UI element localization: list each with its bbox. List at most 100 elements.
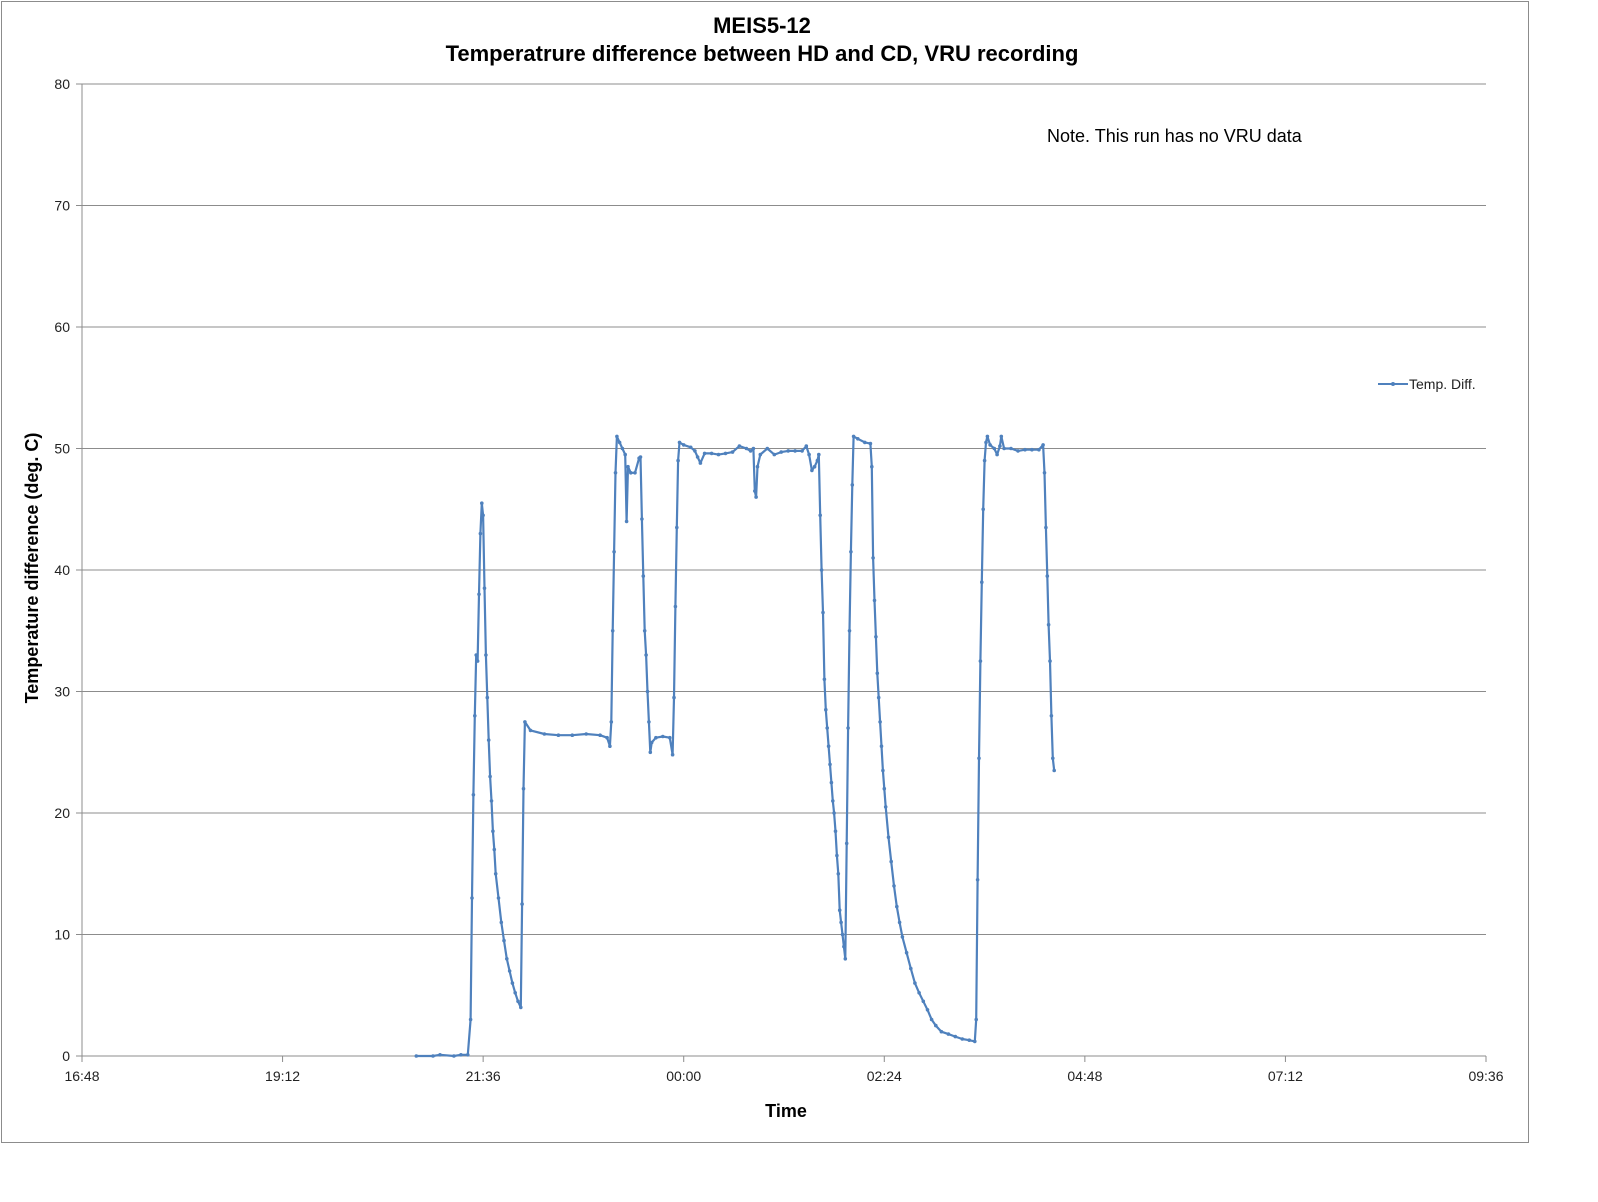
data-point: [819, 568, 824, 572]
data-point: [516, 999, 520, 1004]
y-tick-label: 0: [62, 1048, 70, 1064]
chart-subtitle: Temperatrure difference between HD and C…: [446, 41, 1079, 66]
data-point: [754, 495, 758, 499]
y-tick-label: 60: [54, 319, 70, 335]
data-point: [876, 695, 881, 700]
data-point: [642, 629, 647, 633]
data-point: [837, 908, 842, 912]
data-point: [641, 574, 646, 578]
y-tick-label: 40: [54, 562, 70, 578]
data-point: [672, 695, 676, 700]
data-point: [477, 592, 481, 597]
data-point: [688, 445, 693, 450]
data-point: [839, 920, 843, 925]
chart-annotation: Note. This run has no VRU data: [1047, 126, 1303, 146]
data-point: [670, 752, 675, 757]
data-point: [807, 452, 811, 457]
data-point: [883, 805, 888, 809]
data-point: [1037, 447, 1041, 452]
data-point: [755, 464, 760, 469]
data-point: [939, 1029, 944, 1034]
data-point: [648, 750, 653, 755]
data-point: [1051, 756, 1055, 761]
data-point: [851, 434, 856, 439]
data-point: [917, 991, 921, 995]
data-point: [748, 449, 753, 453]
data-point: [849, 550, 853, 554]
data-point: [751, 446, 756, 451]
data-point: [753, 489, 757, 493]
data-point: [438, 1053, 442, 1057]
data-point: [826, 744, 831, 748]
data-point: [1042, 471, 1047, 475]
data-point: [640, 517, 644, 521]
data-point: [913, 981, 917, 985]
legend: Temp. Diff.: [1378, 376, 1476, 392]
data-point: [613, 471, 618, 475]
data-point: [817, 452, 821, 457]
data-point: [978, 659, 983, 663]
data-point: [702, 451, 707, 456]
data-point: [847, 629, 852, 633]
data-point: [638, 455, 643, 459]
data-point: [977, 756, 981, 761]
data-point: [892, 884, 896, 888]
data-point: [466, 1053, 470, 1057]
data-point: [623, 452, 627, 457]
data-point: [1016, 449, 1020, 453]
data-point: [872, 598, 877, 603]
data-point: [1048, 659, 1052, 663]
data-point: [772, 452, 777, 457]
data-point: [812, 464, 817, 469]
data-point: [520, 902, 524, 906]
data-point: [624, 519, 629, 524]
data-point: [842, 944, 846, 949]
data-point: [980, 580, 984, 584]
data-point: [875, 671, 880, 676]
data-point: [505, 957, 509, 961]
data-point: [992, 446, 997, 451]
data-point: [478, 531, 483, 536]
data-point: [475, 659, 480, 663]
data-point: [452, 1054, 456, 1058]
data-point: [716, 452, 721, 457]
data-point: [523, 720, 527, 724]
data-point: [870, 464, 874, 469]
data-point: [677, 440, 682, 445]
data-point: [556, 733, 561, 737]
data-point: [946, 1032, 951, 1036]
data-point: [584, 732, 588, 736]
data-point: [960, 1037, 965, 1041]
data-point: [709, 451, 714, 456]
data-point: [835, 853, 839, 858]
data-point: [984, 440, 988, 445]
data-point: [934, 1023, 938, 1028]
data-point: [981, 507, 985, 512]
data-point: [815, 458, 820, 463]
data-point: [528, 728, 533, 733]
data-point: [779, 450, 783, 454]
data-point: [521, 786, 526, 791]
data-point: [459, 1053, 463, 1057]
data-point: [730, 450, 735, 454]
data-point: [620, 446, 625, 451]
data-point: [833, 829, 838, 833]
data-point: [831, 799, 835, 803]
data-point: [507, 969, 512, 973]
data-point: [982, 458, 987, 463]
y-tick-label: 70: [54, 198, 70, 214]
data-point: [868, 441, 873, 446]
data-point: [1009, 446, 1013, 451]
data-point: [1023, 447, 1027, 452]
y-tick-label: 50: [54, 441, 70, 457]
y-tick-label: 10: [54, 927, 70, 943]
data-point: [856, 437, 860, 441]
data-point: [758, 452, 763, 457]
data-point: [661, 734, 665, 739]
series-layer: [414, 434, 1056, 1058]
data-point: [673, 604, 678, 609]
data-point: [800, 449, 804, 453]
data-point: [513, 991, 517, 995]
data-point: [900, 935, 905, 939]
